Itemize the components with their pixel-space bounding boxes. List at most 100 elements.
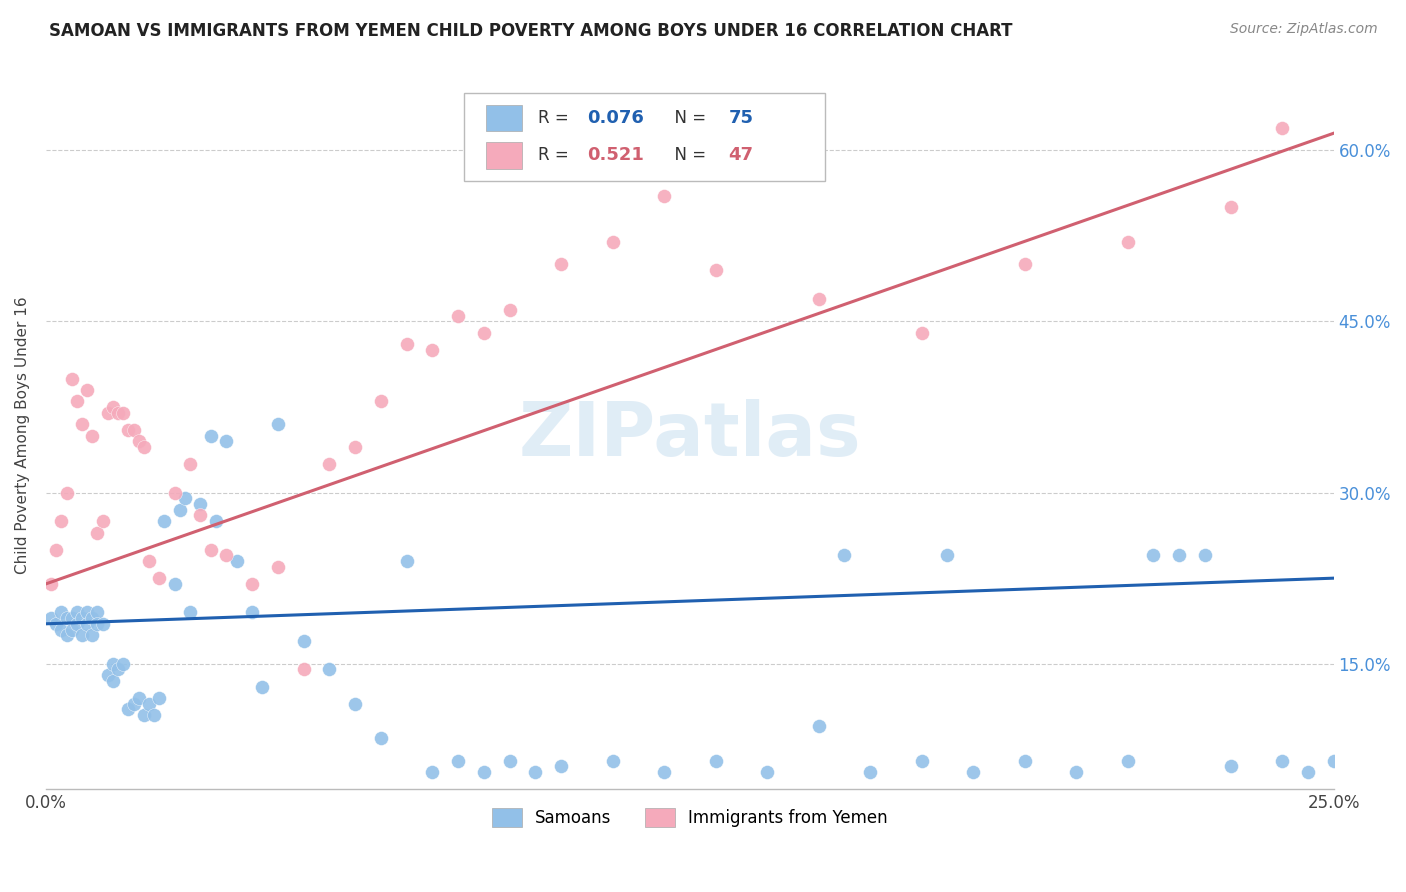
Point — [76, 383, 98, 397]
Point — [1168, 549, 1191, 563]
Point — [66, 606, 89, 620]
Point — [472, 326, 495, 340]
Point — [704, 754, 727, 768]
Point — [60, 623, 83, 637]
Point — [524, 765, 547, 780]
Point — [190, 497, 212, 511]
Point — [117, 423, 139, 437]
FancyBboxPatch shape — [464, 93, 825, 181]
Point — [602, 754, 624, 768]
Point — [1116, 235, 1139, 249]
Point — [602, 235, 624, 249]
Point — [834, 549, 856, 563]
Text: 75: 75 — [728, 109, 754, 127]
Point — [1064, 765, 1087, 780]
Point — [143, 708, 166, 723]
Point — [55, 611, 77, 625]
Point — [39, 611, 62, 625]
Point — [240, 606, 263, 620]
Point — [179, 606, 201, 620]
Point — [498, 303, 520, 318]
Point — [1271, 120, 1294, 135]
Text: 0.076: 0.076 — [586, 109, 644, 127]
Point — [107, 662, 129, 676]
Point — [343, 440, 366, 454]
Point — [200, 428, 222, 442]
Point — [200, 542, 222, 557]
Point — [60, 371, 83, 385]
Point — [70, 628, 93, 642]
Point — [395, 337, 418, 351]
Bar — [486, 142, 523, 169]
Point — [112, 657, 135, 671]
Point — [169, 502, 191, 516]
Point — [1219, 201, 1241, 215]
Point — [97, 406, 120, 420]
Point — [97, 668, 120, 682]
Point — [1323, 754, 1346, 768]
Point — [82, 428, 104, 442]
Point — [101, 657, 124, 671]
Point — [395, 554, 418, 568]
Point — [82, 628, 104, 642]
Point — [66, 394, 89, 409]
Point — [205, 514, 228, 528]
Text: R =: R = — [538, 109, 574, 127]
Point — [76, 606, 98, 620]
Point — [55, 628, 77, 642]
Point — [107, 406, 129, 420]
Point — [101, 400, 124, 414]
Point — [45, 616, 67, 631]
Point — [807, 719, 830, 733]
Point — [55, 485, 77, 500]
Bar — [486, 104, 523, 131]
Point — [472, 765, 495, 780]
Point — [910, 326, 932, 340]
Point — [240, 577, 263, 591]
Point — [1142, 549, 1164, 563]
Point — [370, 394, 392, 409]
Point — [39, 577, 62, 591]
Point — [86, 606, 108, 620]
Point — [1116, 754, 1139, 768]
Y-axis label: Child Poverty Among Boys Under 16: Child Poverty Among Boys Under 16 — [15, 297, 30, 574]
Point — [51, 623, 73, 637]
Point — [1194, 549, 1216, 563]
Point — [148, 571, 170, 585]
Text: SAMOAN VS IMMIGRANTS FROM YEMEN CHILD POVERTY AMONG BOYS UNDER 16 CORRELATION CH: SAMOAN VS IMMIGRANTS FROM YEMEN CHILD PO… — [49, 22, 1012, 40]
Point — [91, 616, 114, 631]
Point — [910, 754, 932, 768]
Point — [132, 708, 155, 723]
Point — [51, 606, 73, 620]
Point — [550, 257, 572, 271]
Text: 0.521: 0.521 — [586, 146, 644, 164]
Point — [267, 559, 290, 574]
Point — [550, 759, 572, 773]
Point — [318, 662, 340, 676]
Point — [292, 662, 315, 676]
Point — [498, 754, 520, 768]
Point — [51, 514, 73, 528]
Point — [370, 731, 392, 745]
Text: 47: 47 — [728, 146, 754, 164]
Point — [652, 189, 675, 203]
Point — [132, 440, 155, 454]
Point — [153, 514, 176, 528]
Point — [60, 611, 83, 625]
Point — [117, 702, 139, 716]
Point — [86, 525, 108, 540]
Point — [82, 611, 104, 625]
Point — [1014, 257, 1036, 271]
Point — [225, 554, 247, 568]
Point — [318, 457, 340, 471]
Point — [343, 697, 366, 711]
Text: N =: N = — [664, 109, 711, 127]
Text: Source: ZipAtlas.com: Source: ZipAtlas.com — [1230, 22, 1378, 37]
Point — [174, 491, 197, 506]
Point — [138, 554, 160, 568]
Point — [807, 292, 830, 306]
Point — [215, 434, 238, 449]
Point — [1296, 765, 1319, 780]
Point — [163, 577, 186, 591]
Point — [1219, 759, 1241, 773]
